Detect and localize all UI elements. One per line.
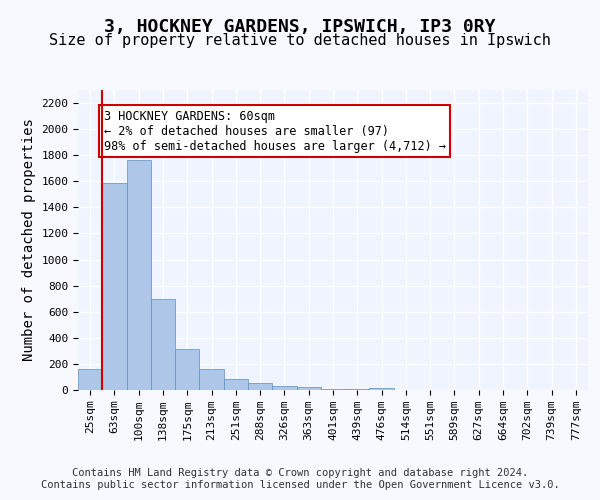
Bar xyxy=(78,369,102,390)
Bar xyxy=(199,369,224,390)
Bar xyxy=(175,349,199,390)
Bar xyxy=(102,182,127,390)
Bar xyxy=(321,388,345,390)
Bar xyxy=(248,383,272,390)
Bar xyxy=(370,388,394,390)
Bar xyxy=(272,386,296,390)
Bar xyxy=(224,379,248,390)
Text: Contains HM Land Registry data © Crown copyright and database right 2024.
Contai: Contains HM Land Registry data © Crown c… xyxy=(41,468,559,490)
Y-axis label: Number of detached properties: Number of detached properties xyxy=(22,118,36,362)
Bar xyxy=(296,388,321,390)
Text: Size of property relative to detached houses in Ipswich: Size of property relative to detached ho… xyxy=(49,32,551,48)
Text: 3 HOCKNEY GARDENS: 60sqm
← 2% of detached houses are smaller (97)
98% of semi-de: 3 HOCKNEY GARDENS: 60sqm ← 2% of detache… xyxy=(104,110,445,152)
Bar xyxy=(151,298,175,390)
Bar xyxy=(127,160,151,390)
Text: 3, HOCKNEY GARDENS, IPSWICH, IP3 0RY: 3, HOCKNEY GARDENS, IPSWICH, IP3 0RY xyxy=(104,18,496,36)
